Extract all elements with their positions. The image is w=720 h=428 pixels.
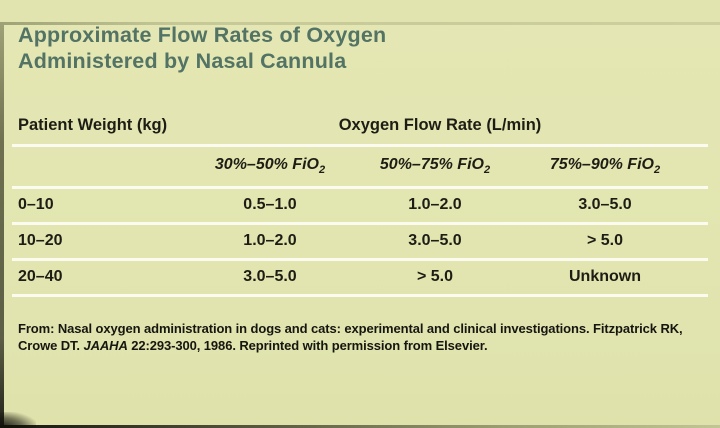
flow-rate-cell: > 5.0 xyxy=(368,259,502,297)
subheader-fio2-50-75-label: 50%–75% FiO xyxy=(379,155,484,173)
flow-rate-cell: 1.0–2.0 xyxy=(368,187,502,225)
table-row: 10–20 1.0–2.0 3.0–5.0 > 5.0 xyxy=(12,223,709,261)
source-citation: From: Nasal oxygen administration in dog… xyxy=(18,320,702,354)
weight-cell: 0–10 xyxy=(12,187,172,225)
flow-rate-cell: 3.0–5.0 xyxy=(368,223,502,261)
fio2-subscript: 2 xyxy=(653,164,661,177)
citation-line1: From: Nasal oxygen administration in dog… xyxy=(18,320,683,336)
card-title: Approximate Flow Rates of Oxygen Adminis… xyxy=(18,22,702,74)
subheader-fio2-30-50-label: 30%–50% FiO xyxy=(214,155,319,173)
flow-rate-cell: 3.0–5.0 xyxy=(172,259,368,297)
weight-cell: 10–20 xyxy=(12,223,172,261)
table-row: 0–10 0.5–1.0 1.0–2.0 3.0–5.0 xyxy=(12,187,709,225)
corner-shadow-decoration xyxy=(0,412,36,428)
fio2-subscript: 2 xyxy=(318,164,326,177)
reference-card: Approximate Flow Rates of Oxygen Adminis… xyxy=(0,22,720,428)
flow-rate-cell: 1.0–2.0 xyxy=(172,223,368,261)
column-group-header-oxygen-flow-rate: Oxygen Flow Rate (L/min) xyxy=(172,107,709,147)
citation-line2-pre: Crowe DT. xyxy=(18,337,84,353)
subheader-fio2-30-50: 30%–50% FiO2 xyxy=(172,145,368,189)
flow-rate-cell: 3.0–5.0 xyxy=(502,187,709,225)
subheader-fio2-50-75: 50%–75% FiO2 xyxy=(368,145,502,189)
citation-line2: Crowe DT. JAAHA 22:293-300, 1986. Reprin… xyxy=(18,337,702,354)
subheader-fio2-75-90: 75%–90% FiO2 xyxy=(502,145,709,189)
fio2-subscript: 2 xyxy=(483,164,491,177)
subheader-fio2-75-90-label: 75%–90% FiO xyxy=(549,155,654,173)
left-edge-decoration xyxy=(0,22,4,428)
subheader-empty-cell xyxy=(12,145,172,189)
column-header-patient-weight: Patient Weight (kg) xyxy=(12,107,172,147)
card-title-line1: Approximate Flow Rates of Oxygen xyxy=(18,23,387,47)
card-title-line2: Administered by Nasal Cannula xyxy=(18,49,347,73)
flow-rate-cell: > 5.0 xyxy=(502,223,709,261)
table-subheader-row: 30%–50% FiO2 50%–75% FiO2 75%–90% FiO2 xyxy=(12,145,709,189)
top-edge-decoration xyxy=(0,22,720,25)
oxygen-flow-rate-table: Patient Weight (kg) Oxygen Flow Rate (L/… xyxy=(12,107,709,297)
table-row: 20–40 3.0–5.0 > 5.0 Unknown xyxy=(12,259,709,297)
weight-cell: 20–40 xyxy=(12,259,172,297)
flow-rate-cell: Unknown xyxy=(502,259,709,297)
flow-rate-cell: 0.5–1.0 xyxy=(172,187,368,225)
citation-line2-post: 22:293-300, 1986. Reprinted with permiss… xyxy=(127,337,488,353)
table-header-row: Patient Weight (kg) Oxygen Flow Rate (L/… xyxy=(12,107,709,147)
citation-journal-name: JAAHA xyxy=(83,337,128,353)
